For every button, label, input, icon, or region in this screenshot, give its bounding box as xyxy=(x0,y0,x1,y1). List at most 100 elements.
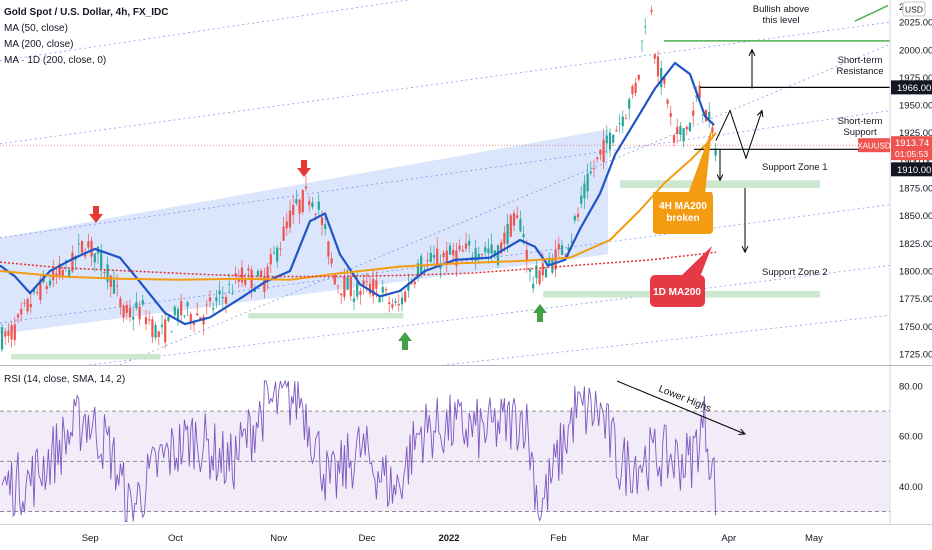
candle xyxy=(23,303,26,304)
candle xyxy=(631,86,634,94)
candle xyxy=(317,201,320,210)
ma200-broken-callout xyxy=(653,128,713,234)
candle xyxy=(330,258,333,264)
candle xyxy=(16,314,20,318)
candle xyxy=(276,247,279,262)
candle xyxy=(36,292,39,294)
time-tick: 2022 xyxy=(438,533,459,544)
candle xyxy=(132,316,135,320)
candle xyxy=(455,250,458,266)
candle xyxy=(285,221,288,229)
candle xyxy=(400,297,404,305)
candle xyxy=(224,296,228,304)
candle xyxy=(218,290,221,295)
candle xyxy=(71,252,74,272)
candle xyxy=(288,210,292,228)
chart-legend: Gold Spot / U.S. Dollar, 4h, FX_IDC MA (… xyxy=(4,5,168,69)
candle xyxy=(605,135,608,144)
candle xyxy=(13,324,16,341)
candle xyxy=(653,54,656,59)
red-arrow-icon xyxy=(301,160,307,168)
candle xyxy=(7,330,10,336)
candle xyxy=(29,303,32,308)
candle xyxy=(148,319,151,321)
candle xyxy=(596,157,599,160)
candle xyxy=(640,40,644,42)
candle xyxy=(685,126,688,130)
candle xyxy=(615,130,618,132)
candle xyxy=(244,279,247,285)
candle xyxy=(52,269,55,281)
candle xyxy=(4,331,7,337)
candle xyxy=(138,306,141,320)
time-tick: Feb xyxy=(550,533,566,544)
red-arrow-icon xyxy=(93,206,99,214)
candle xyxy=(266,266,269,282)
candle xyxy=(186,302,189,307)
ma1d-line xyxy=(0,251,717,278)
rsi-pane xyxy=(0,379,890,522)
candle xyxy=(77,243,80,245)
ma200-1d-label: 1D MA200 xyxy=(653,287,701,298)
candle xyxy=(413,281,416,285)
price-tick: 1900.00 xyxy=(899,156,932,167)
top-price-tick: 2 xyxy=(899,2,904,13)
candle xyxy=(80,240,84,253)
candle xyxy=(58,263,61,277)
candle xyxy=(461,250,464,252)
candle xyxy=(448,245,452,255)
symbol-tag-label: XAUUSD xyxy=(857,142,891,151)
candle xyxy=(471,256,474,259)
candle xyxy=(359,291,362,295)
candle xyxy=(0,327,4,350)
price-tick: 2025.00 xyxy=(899,18,932,29)
price-tick: 1975.00 xyxy=(899,73,932,84)
support-tag xyxy=(891,162,932,177)
candle xyxy=(336,286,340,288)
price-tick: 1725.00 xyxy=(899,349,932,360)
candle xyxy=(656,56,660,77)
candle xyxy=(151,319,154,338)
candle xyxy=(586,173,589,192)
candle xyxy=(164,319,167,343)
candle xyxy=(368,283,372,294)
candle xyxy=(509,215,512,237)
candle xyxy=(39,279,42,300)
price-tick: 1775.00 xyxy=(899,294,932,305)
candle xyxy=(26,299,29,312)
rsi-tick: 60.00 xyxy=(899,432,923,443)
candle xyxy=(397,303,400,306)
candle xyxy=(32,288,36,293)
support-tag-label: 1910.00 xyxy=(897,165,931,176)
candle xyxy=(468,240,471,246)
ma200-1d-callout xyxy=(650,246,712,307)
candle xyxy=(20,308,23,315)
candle xyxy=(663,77,666,84)
candle xyxy=(202,316,205,325)
price-tick: 1875.00 xyxy=(899,184,932,195)
resistance-tag xyxy=(891,80,932,95)
candle xyxy=(628,99,631,109)
ma200-broken-label: 4H MA200 broken xyxy=(659,201,707,224)
candle xyxy=(260,270,263,277)
price-pane xyxy=(0,0,890,365)
candle xyxy=(544,268,548,278)
candle xyxy=(698,85,701,99)
candle xyxy=(404,291,407,302)
candle xyxy=(272,252,276,254)
candle xyxy=(340,293,343,296)
support-zone xyxy=(620,180,820,189)
candle xyxy=(612,134,615,143)
candle xyxy=(167,316,170,321)
ma200-legend: MA (200, close) xyxy=(4,39,74,50)
candle xyxy=(269,254,272,265)
price-tick: 1825.00 xyxy=(899,239,932,250)
candle xyxy=(378,297,381,303)
rsi-legend: RSI (14, close, SMA, 14, 2) xyxy=(4,374,126,385)
candle xyxy=(112,279,116,294)
candle xyxy=(122,305,125,318)
candle xyxy=(557,244,560,250)
currency-tag-label: USD xyxy=(905,5,923,15)
candle xyxy=(602,139,605,163)
